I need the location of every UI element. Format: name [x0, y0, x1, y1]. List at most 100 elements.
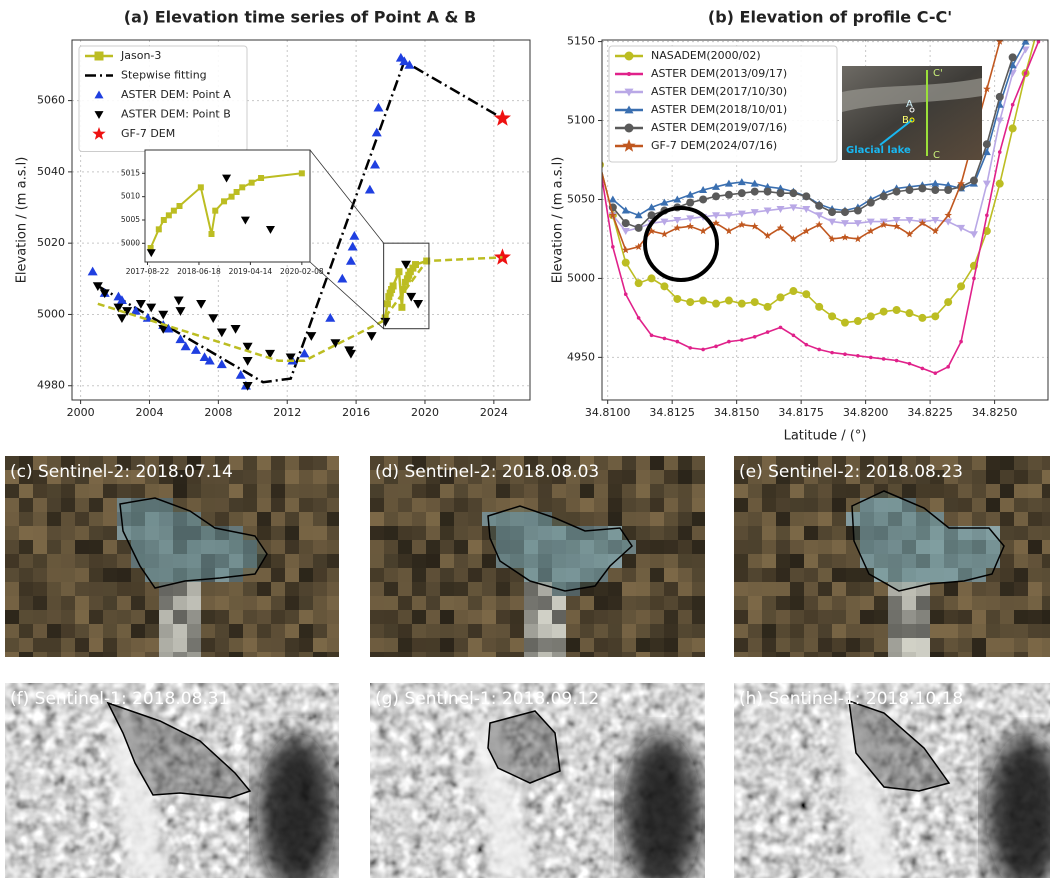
image-pixel — [33, 610, 47, 624]
image-pixel — [804, 610, 818, 624]
marker — [882, 357, 886, 361]
image-pixel — [832, 610, 846, 624]
image-pixel — [145, 624, 159, 638]
image-pixel — [285, 554, 299, 568]
image-pixel — [482, 498, 496, 512]
image-pixel — [776, 554, 790, 568]
image-pixel — [243, 610, 257, 624]
image-pixel — [790, 596, 804, 610]
image-pixel — [103, 554, 117, 568]
image-pixel — [902, 610, 916, 624]
image-pixel — [398, 568, 412, 582]
image-pixel — [804, 582, 818, 596]
image-pixel — [370, 526, 384, 540]
image-pixel — [650, 540, 664, 554]
image-pixel — [650, 568, 664, 582]
image-pixel — [440, 512, 454, 526]
marker — [789, 189, 797, 197]
y-tick-label: 5100 — [567, 114, 595, 127]
image-pixel — [313, 540, 327, 554]
image-pixel — [762, 484, 776, 498]
image-pixel — [398, 624, 412, 638]
image-pixel — [1000, 498, 1014, 512]
image-pixel — [412, 652, 426, 666]
image-pixel — [412, 526, 426, 540]
image-pixel — [524, 596, 538, 610]
image-pixel — [650, 456, 664, 470]
image-pixel — [1028, 568, 1042, 582]
marker — [931, 186, 939, 194]
image-pixel — [299, 484, 313, 498]
image-pixel — [622, 554, 636, 568]
marker — [413, 300, 423, 309]
image-pixel — [1042, 638, 1050, 652]
image-pixel — [888, 652, 902, 666]
image-pixel — [117, 638, 131, 652]
panel-label: (f) Sentinel-1: 2018.08.31 — [10, 689, 229, 709]
image-pixel — [636, 498, 650, 512]
image-pixel — [790, 624, 804, 638]
image-pixel — [496, 596, 510, 610]
image-pixel — [173, 624, 187, 638]
photo-label: C — [933, 150, 940, 161]
marker — [712, 192, 720, 200]
image-pixel — [776, 582, 790, 596]
image-pixel — [748, 610, 762, 624]
image-pixel — [1000, 652, 1014, 666]
image-pixel — [215, 638, 229, 652]
image-pixel — [257, 470, 271, 484]
image-pixel — [804, 568, 818, 582]
marker — [598, 163, 602, 167]
y-tick-label: 5060 — [37, 94, 65, 107]
image-pixel — [468, 582, 482, 596]
image-pixel — [496, 582, 510, 596]
image-pixel — [89, 624, 103, 638]
image-pixel — [832, 596, 846, 610]
image-pixel — [426, 596, 440, 610]
x-tick-label: 2018-06-18 — [177, 267, 221, 276]
image-pixel — [692, 582, 706, 596]
image-pixel — [327, 624, 341, 638]
image-pixel — [608, 470, 622, 484]
image-pixel — [1014, 582, 1028, 596]
image-pixel — [1028, 596, 1042, 610]
image-pixel — [776, 512, 790, 526]
image-pixel — [972, 470, 986, 484]
image-pixel — [622, 596, 636, 610]
image-pixel — [1000, 596, 1014, 610]
image-pixel — [832, 484, 846, 498]
image-pixel — [412, 596, 426, 610]
marker — [572, 163, 583, 174]
image-pixel — [608, 568, 622, 582]
image-pixel — [33, 554, 47, 568]
marker — [918, 314, 926, 322]
image-pixel — [440, 610, 454, 624]
image-pixel — [19, 624, 33, 638]
image-pixel — [608, 512, 622, 526]
image-pixel — [636, 554, 650, 568]
marker — [249, 180, 255, 186]
image-pixel — [117, 624, 131, 638]
image-pixel — [215, 582, 229, 596]
image-pixel — [566, 638, 580, 652]
panel-label: (d) Sentinel-2: 2018.08.03 — [375, 462, 599, 482]
image-pixel — [103, 638, 117, 652]
image-pixel — [1042, 456, 1050, 470]
image-pixel — [243, 624, 257, 638]
image-pixel — [636, 624, 650, 638]
image-pixel — [566, 624, 580, 638]
image-pixel — [440, 554, 454, 568]
image-pixel — [1028, 498, 1042, 512]
marker — [346, 350, 356, 359]
image-pixel — [468, 540, 482, 554]
image-pixel — [327, 498, 341, 512]
image-pixel — [370, 652, 384, 666]
image-pixel — [1042, 554, 1050, 568]
image-pixel — [75, 624, 89, 638]
y-tick-label: 4980 — [37, 379, 65, 392]
legend-label: GF-7 DEM — [121, 127, 175, 140]
image-pixel — [313, 638, 327, 652]
image-pixel — [580, 638, 594, 652]
marker — [1009, 53, 1017, 61]
image-pixel — [748, 512, 762, 526]
